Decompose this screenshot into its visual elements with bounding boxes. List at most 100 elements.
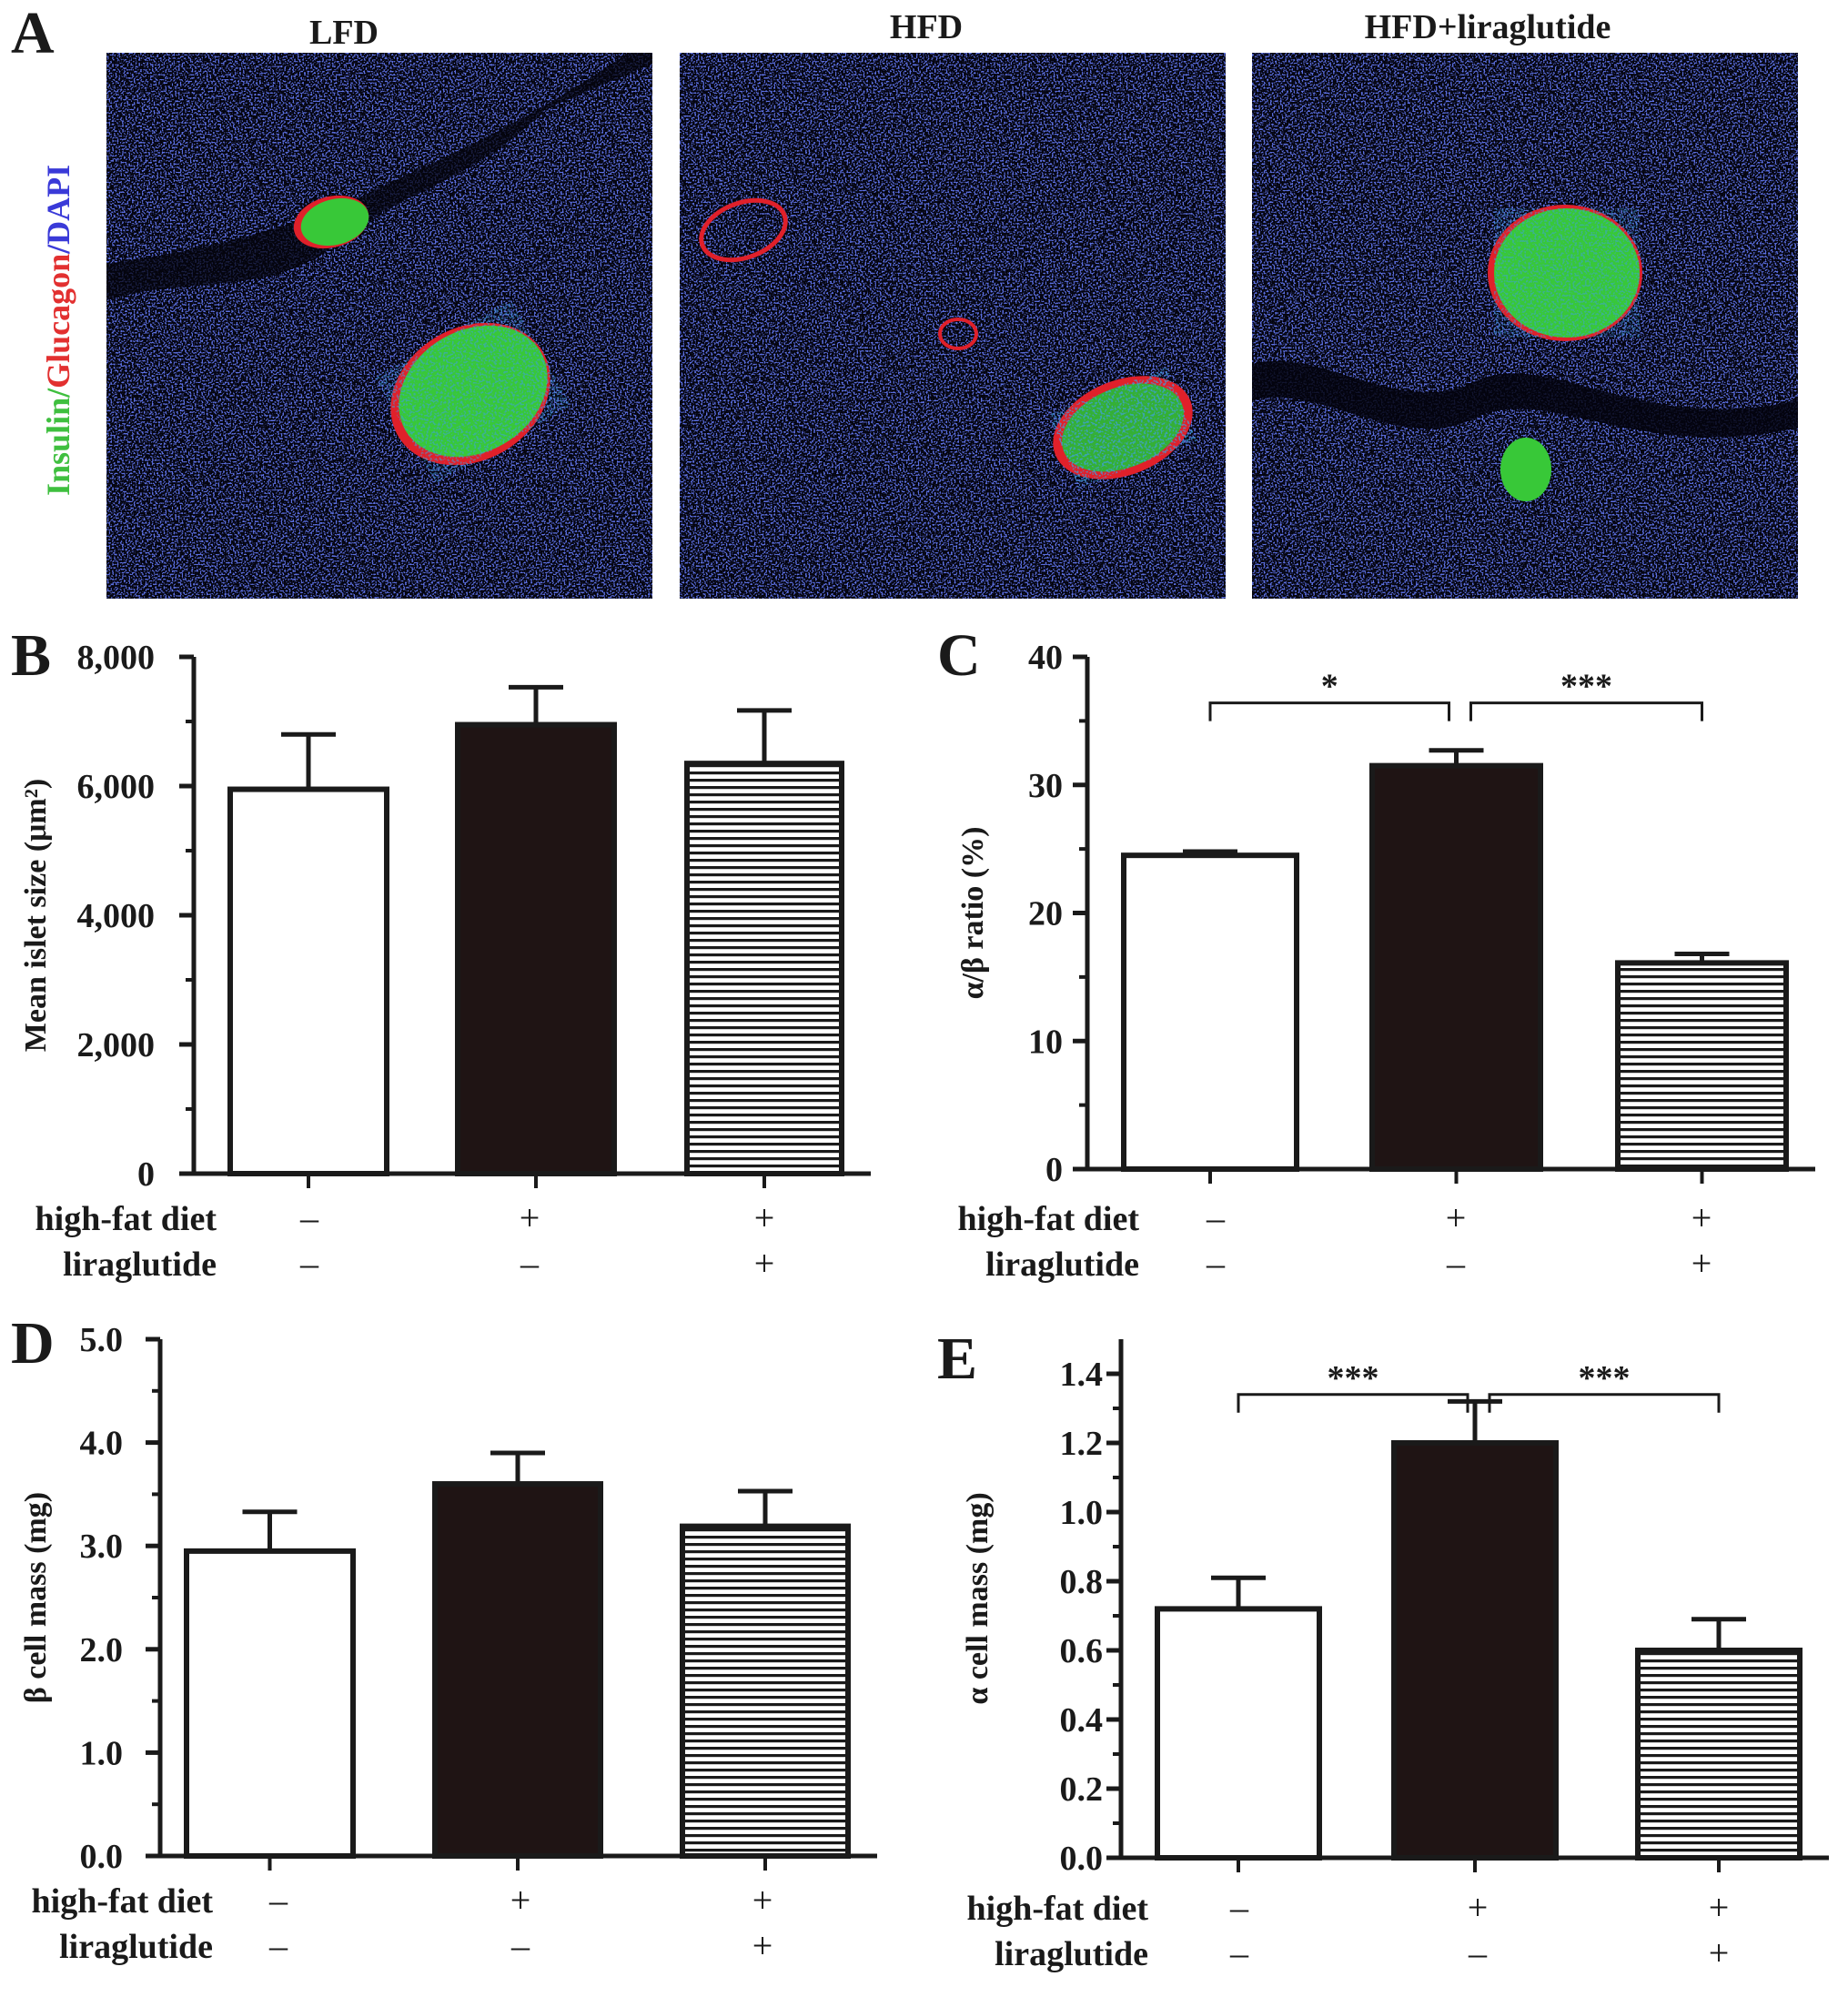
stain-label-glucagon: Glucagon: [40, 254, 76, 388]
y-tick-label: 4,000: [77, 897, 156, 935]
row-label-high-fat-diet: high-fat diet: [967, 1890, 1149, 1928]
bar-striped: [680, 1523, 851, 1859]
row-label-liraglutide: liraglutide: [63, 1246, 217, 1284]
row-label-liraglutide: liraglutide: [995, 1935, 1148, 1973]
liraglutide-sign: +: [1691, 1243, 1712, 1284]
high-fat-diet-sign: –: [268, 1880, 288, 1921]
micrograph-lfd: [106, 53, 652, 599]
panel-letter-a: A: [11, 0, 55, 66]
y-tick-label: 0: [137, 1155, 155, 1194]
liraglutide-sign: –: [520, 1243, 540, 1284]
high-fat-diet-sign: +: [752, 1880, 773, 1921]
high-fat-diet-sign: +: [1691, 1197, 1712, 1238]
bar-striped: [684, 761, 844, 1177]
image-title-hfd: HFD: [890, 8, 963, 46]
y-tick-label: 6,000: [77, 768, 156, 806]
high-fat-diet-sign: –: [1206, 1197, 1226, 1238]
y-tick-label: 2.0: [80, 1631, 124, 1669]
y-tick-label: 0.8: [1060, 1563, 1104, 1601]
bar-white: [1155, 1606, 1322, 1861]
stain-label: Insulin/Glucagon/DAPI: [40, 165, 76, 496]
y-axis-label: β cell mass (mg): [19, 1492, 53, 1703]
micrograph-hfd-liraglutide: [1252, 53, 1798, 599]
high-fat-diet-sign: +: [754, 1197, 775, 1238]
stain-label-dapi: /DAPI: [40, 165, 76, 255]
liraglutide-sign: –: [1446, 1243, 1466, 1284]
bar-white: [184, 1548, 356, 1859]
bar-white: [1121, 852, 1299, 1172]
significance-label: ***: [1579, 1359, 1631, 1397]
row-label-liraglutide: liraglutide: [985, 1246, 1139, 1284]
liraglutide-sign: –: [1206, 1243, 1226, 1284]
y-tick-label: 2,000: [77, 1026, 156, 1064]
row-label-high-fat-diet: high-fat diet: [32, 1882, 214, 1921]
y-tick-label: 3.0: [80, 1528, 124, 1566]
y-tick-label: 5.0: [80, 1321, 124, 1359]
bar-black: [455, 721, 617, 1176]
chart-panel-d: D 0.0 1.0 2.0 3.0 4.0 5.0 β cell mass (mg) high-…: [11, 1310, 877, 1966]
y-tick-label: 30: [1028, 767, 1063, 805]
y-tick-label: 1.2: [1060, 1425, 1104, 1463]
chart-panel-e: E 0.0 0.2 0.4 0.6 0.8 1.0 1.2 1.4 α cell mass (mg…: [937, 1326, 1829, 1973]
y-tick-label: 1.0: [80, 1734, 124, 1772]
panel-a: A Insulin/Glucagon/DAPI LFD HFD HFD+lira…: [11, 0, 1798, 599]
y-tick-label: 0.0: [80, 1838, 124, 1876]
bar-black: [1391, 1440, 1559, 1861]
high-fat-diet-sign: –: [1229, 1887, 1249, 1928]
bar-black: [1369, 762, 1543, 1172]
y-tick-label: 0.2: [1060, 1770, 1104, 1809]
y-axis-label: Mean islet size (μm²): [19, 779, 53, 1052]
panel-letter-d: D: [11, 1310, 55, 1377]
high-fat-diet-sign: +: [510, 1880, 531, 1921]
liraglutide-sign: –: [510, 1925, 530, 1966]
high-fat-diet-sign: +: [1468, 1887, 1489, 1928]
high-fat-diet-sign: +: [520, 1197, 540, 1238]
row-label-high-fat-diet: high-fat diet: [35, 1200, 217, 1238]
panel-letter-b: B: [11, 622, 51, 689]
stain-label-slash: /: [40, 388, 76, 398]
y-tick-label: 0.6: [1060, 1632, 1104, 1670]
significance-bracket: [1208, 701, 1450, 721]
panel-letter-c: C: [937, 622, 981, 689]
image-title-lfd: LFD: [309, 14, 379, 52]
significance-bracket: [1488, 1393, 1721, 1413]
y-tick-label: 1.4: [1060, 1356, 1104, 1394]
liraglutide-sign: –: [1468, 1932, 1488, 1973]
y-tick-label: 0.0: [1060, 1840, 1104, 1878]
y-axis-label: α/β ratio (%): [956, 827, 990, 1000]
liraglutide-sign: +: [754, 1243, 775, 1284]
significance-bracket: [1237, 1393, 1469, 1413]
y-tick-label: 0.4: [1060, 1701, 1104, 1740]
bar-black: [432, 1481, 603, 1860]
stain-label-insulin: Insulin: [40, 398, 76, 496]
row-label-high-fat-diet: high-fat diet: [958, 1200, 1140, 1238]
bar-striped: [1615, 960, 1789, 1172]
y-tick-label: 4.0: [80, 1425, 124, 1463]
bar-white: [227, 786, 389, 1176]
significance-label: ***: [1560, 668, 1612, 706]
high-fat-diet-sign: +: [1709, 1887, 1730, 1928]
y-tick-label: 20: [1028, 895, 1063, 933]
chart-panel-b: B 0 2,000 4,000 6,000 8,000 Mean islet size (μ…: [11, 622, 871, 1284]
y-tick-label: 40: [1028, 639, 1063, 677]
high-fat-diet-sign: +: [1446, 1197, 1467, 1238]
liraglutide-sign: –: [268, 1925, 288, 1966]
panel-letter-e: E: [937, 1326, 977, 1392]
y-axis-label: α cell mass (mg): [961, 1492, 995, 1704]
significance-label: *: [1321, 668, 1338, 706]
y-tick-label: 8,000: [77, 639, 156, 677]
liraglutide-sign: +: [752, 1925, 773, 1966]
significance-label: ***: [1328, 1359, 1379, 1397]
y-tick-label: 1.0: [1060, 1494, 1104, 1532]
image-title-hfd-liraglutide: HFD+liraglutide: [1365, 8, 1611, 46]
y-tick-label: 10: [1028, 1023, 1063, 1061]
liraglutide-sign: +: [1709, 1932, 1730, 1973]
significance-bracket: [1469, 701, 1703, 721]
high-fat-diet-sign: –: [299, 1197, 319, 1238]
liraglutide-sign: –: [299, 1243, 319, 1284]
bar-striped: [1635, 1648, 1803, 1861]
liraglutide-sign: –: [1229, 1932, 1249, 1973]
row-label-liraglutide: liraglutide: [59, 1928, 213, 1966]
